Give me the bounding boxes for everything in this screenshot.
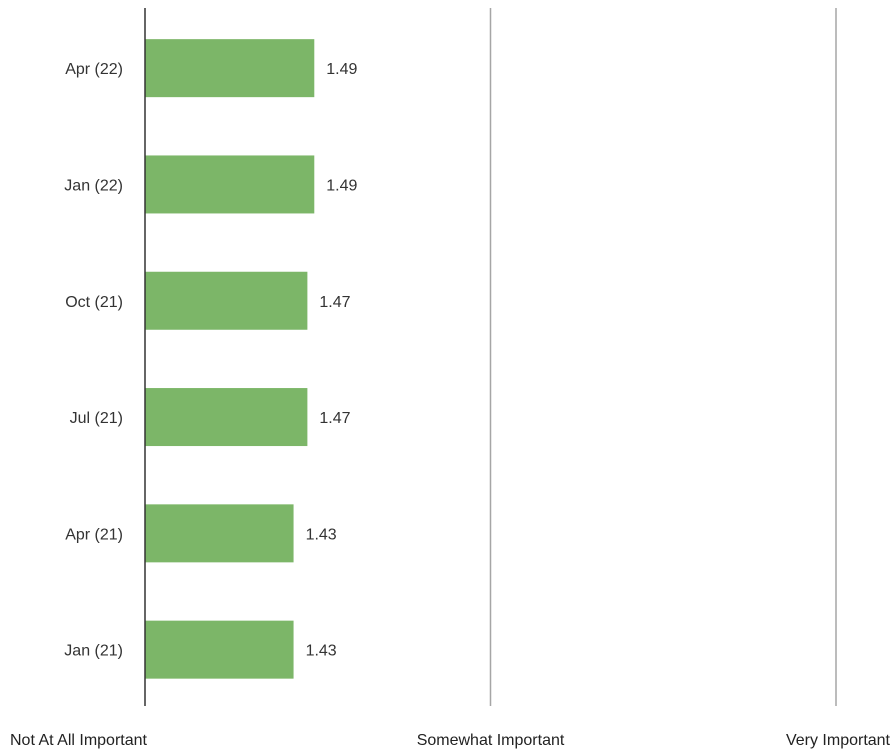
bar-4 xyxy=(145,504,294,563)
bar-2 xyxy=(145,271,308,330)
value-label-3: 1.47 xyxy=(319,410,350,427)
category-label-1: Jan (22) xyxy=(64,177,123,194)
category-label-4: Apr (21) xyxy=(65,526,123,543)
bar-5 xyxy=(145,620,294,679)
value-label-1: 1.49 xyxy=(326,177,357,194)
gridlines xyxy=(489,8,837,706)
labels: Not At All Important Somewhat Important Ve… xyxy=(10,61,891,749)
category-label-2: Oct (21) xyxy=(65,294,123,311)
bar-3 xyxy=(145,388,308,447)
value-label-0: 1.49 xyxy=(326,61,357,78)
x-tick-label-2: Very Important xyxy=(786,732,891,749)
bar-1 xyxy=(145,155,315,214)
value-label-2: 1.47 xyxy=(319,294,350,311)
x-tick-label-0: Not At All Important xyxy=(10,732,148,749)
bars xyxy=(145,39,315,679)
x-tick-label-1: Somewhat Important xyxy=(417,732,565,749)
category-label-0: Apr (22) xyxy=(65,61,123,78)
bar-0 xyxy=(145,39,315,98)
value-label-4: 1.43 xyxy=(306,526,337,543)
category-label-5: Jan (21) xyxy=(64,643,123,660)
value-label-5: 1.43 xyxy=(306,643,337,660)
category-label-3: Jul (21) xyxy=(70,410,123,427)
